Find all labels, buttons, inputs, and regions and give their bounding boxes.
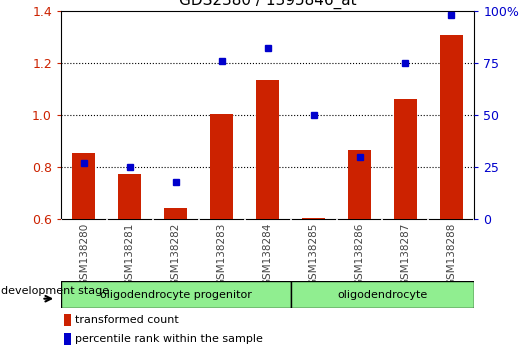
Bar [73,153,95,219]
Bar [394,99,417,219]
Text: GSM138287: GSM138287 [401,223,410,286]
Bar [256,80,279,219]
Text: GSM138285: GSM138285 [308,223,319,286]
Bar [64,333,71,346]
Text: GSM138286: GSM138286 [355,223,365,286]
Bar [118,174,142,219]
Bar [61,281,290,308]
Text: GSM138280: GSM138280 [79,223,89,286]
Text: GSM138288: GSM138288 [446,223,456,286]
Text: GSM138282: GSM138282 [171,223,181,286]
Bar [440,35,463,219]
Text: GSM138281: GSM138281 [125,223,135,286]
Bar [290,281,474,308]
Text: percentile rank within the sample: percentile rank within the sample [75,335,263,344]
Bar [210,114,233,219]
Bar [164,208,187,219]
Text: oligodendrocyte: oligodendrocyte [338,290,428,300]
Bar [64,314,71,326]
Text: transformed count: transformed count [75,315,179,325]
Text: GSM138283: GSM138283 [217,223,227,286]
Text: oligodendrocyte progenitor: oligodendrocyte progenitor [100,290,252,300]
Title: GDS2380 / 1395846_at: GDS2380 / 1395846_at [179,0,357,9]
Text: development stage: development stage [1,286,109,296]
Bar [348,150,371,219]
Bar [302,218,325,219]
Text: GSM138284: GSM138284 [263,223,272,286]
